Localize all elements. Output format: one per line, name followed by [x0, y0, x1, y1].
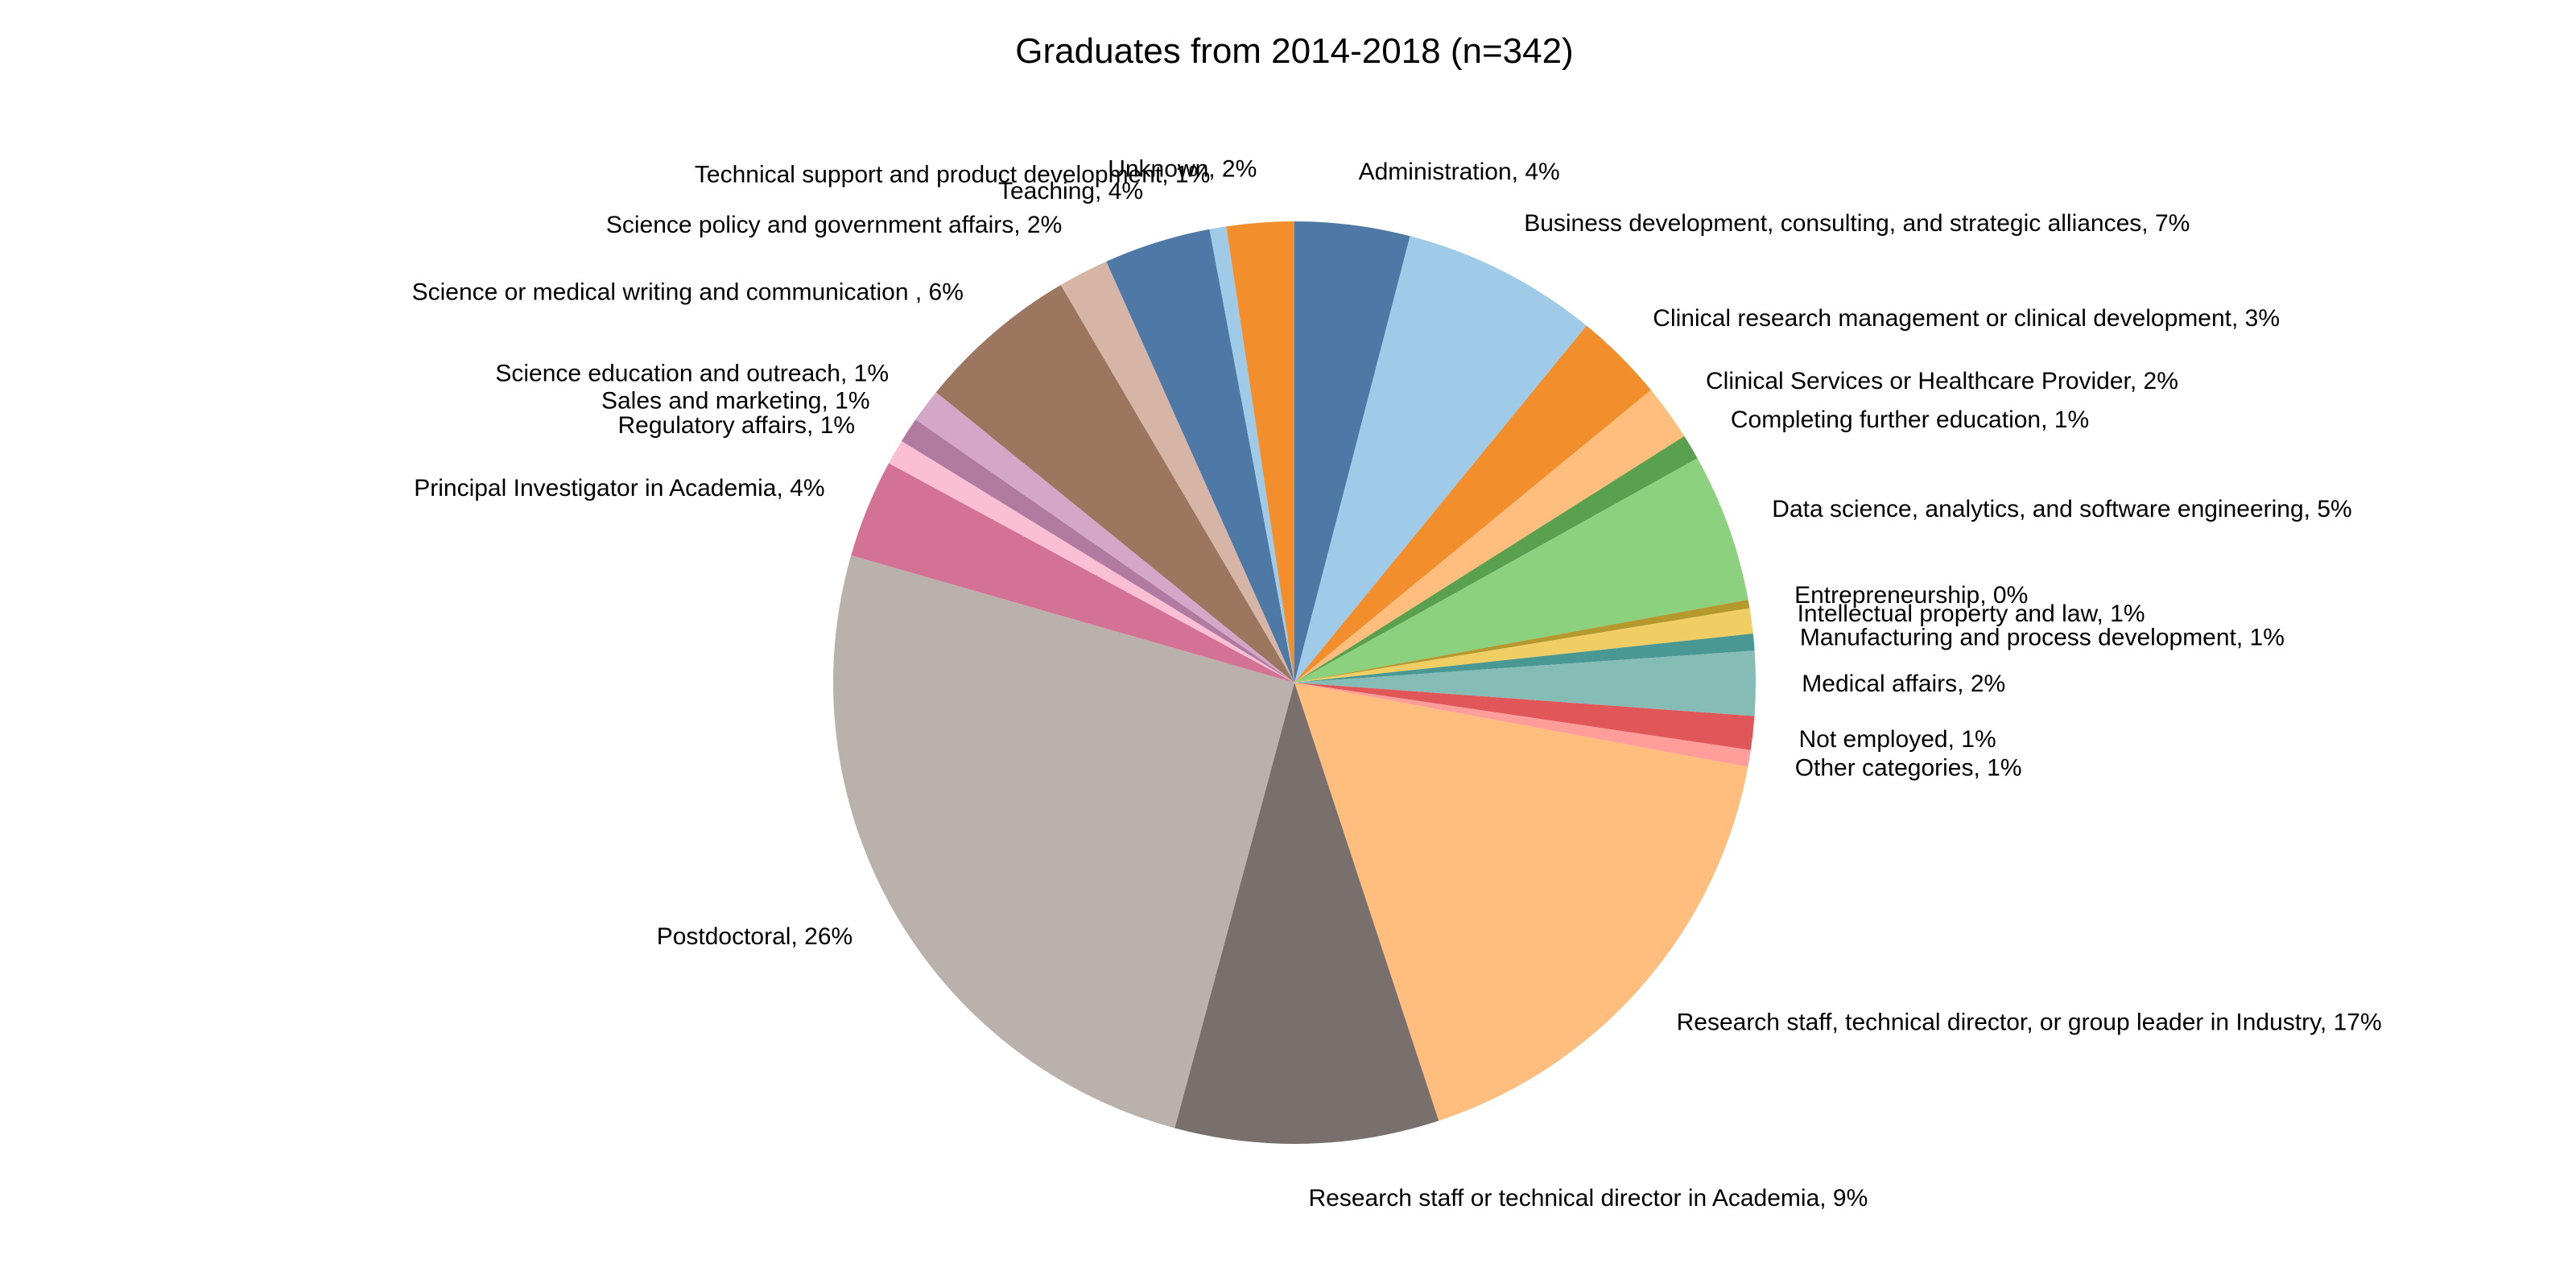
pie-slice-11: [1294, 683, 1751, 767]
slice-label-21: Teaching, 4%: [998, 178, 1143, 204]
slice-label-3: Clinical Services or Healthcare Provider…: [1706, 368, 2178, 394]
pie-slice-5: [1294, 458, 1748, 683]
pie-slice-19: [935, 284, 1294, 683]
slice-label-23: Unknown, 2%: [1108, 156, 1257, 183]
slice-label-1: Business development, consulting, and st…: [1524, 210, 2190, 237]
slice-label-13: Research staff or technical director in …: [1309, 1185, 1868, 1212]
pie-slice-16: [889, 440, 1294, 683]
pie-slice-17: [901, 419, 1294, 683]
pie-slice-21: [1106, 229, 1294, 683]
slice-label-7: Intellectual property and law, 1%: [1798, 601, 2145, 627]
pie-slice-7: [1294, 608, 1753, 683]
slice-label-5: Data science, analytics, and software en…: [1772, 496, 2351, 522]
pie-slice-3: [1294, 390, 1685, 683]
pie-slice-6: [1294, 600, 1750, 683]
slice-label-9: Medical affairs, 2%: [1802, 671, 2005, 697]
pie-slice-23: [1226, 221, 1294, 683]
slice-label-18: Science education and outreach, 1%: [495, 361, 889, 387]
slice-label-12: Research staff, technical director, or g…: [1677, 1009, 2382, 1035]
pie-slice-2: [1294, 325, 1651, 683]
slice-label-20: Science policy and government affairs, 2…: [606, 212, 1062, 238]
pie-slice-14: [833, 555, 1294, 1129]
pie-slice-22: [1209, 226, 1294, 683]
pie-slice-20: [1060, 261, 1294, 683]
pie-slice-15: [851, 463, 1294, 683]
pie-slice-18: [915, 392, 1294, 683]
slice-label-22: Technical support and product developmen…: [695, 162, 1210, 188]
slice-label-8: Manufacturing and process development, 1…: [1800, 625, 2285, 651]
pie-slice-4: [1294, 436, 1698, 683]
pie-labels: Administration, 4% Business development, …: [412, 156, 2382, 1212]
chart-title: Graduates from 2014-2018 (n=342): [1015, 31, 1573, 71]
slice-label-11: Other categories, 1%: [1795, 754, 2022, 781]
slice-label-14: Postdoctoral, 26%: [657, 923, 852, 950]
pie-slice-8: [1294, 634, 1755, 683]
slice-label-6: Entrepreneurship, 0%: [1794, 582, 2028, 609]
pie-slice-0: [1294, 221, 1410, 683]
slice-label-10: Not employed, 1%: [1799, 726, 1996, 753]
pie-slice-13: [1174, 683, 1439, 1144]
pie-slice-1: [1294, 236, 1587, 683]
slice-label-19: Science or medical writing and communica…: [412, 279, 964, 306]
slice-label-2: Clinical research management or clinical…: [1653, 305, 2280, 332]
slice-label-17: Sales and marketing, 1%: [601, 388, 870, 415]
slice-label-4: Completing further education, 1%: [1731, 407, 2089, 433]
pie-slice-10: [1294, 683, 1755, 750]
pie-slice-12: [1294, 683, 1748, 1121]
slice-label-0: Administration, 4%: [1359, 159, 1560, 185]
pie-slice-9: [1294, 650, 1757, 716]
pie-slices: [833, 221, 1757, 1144]
slice-label-15: Principal Investigator in Academia, 4%: [414, 475, 824, 502]
slice-label-16: Regulatory affairs, 1%: [617, 412, 855, 439]
